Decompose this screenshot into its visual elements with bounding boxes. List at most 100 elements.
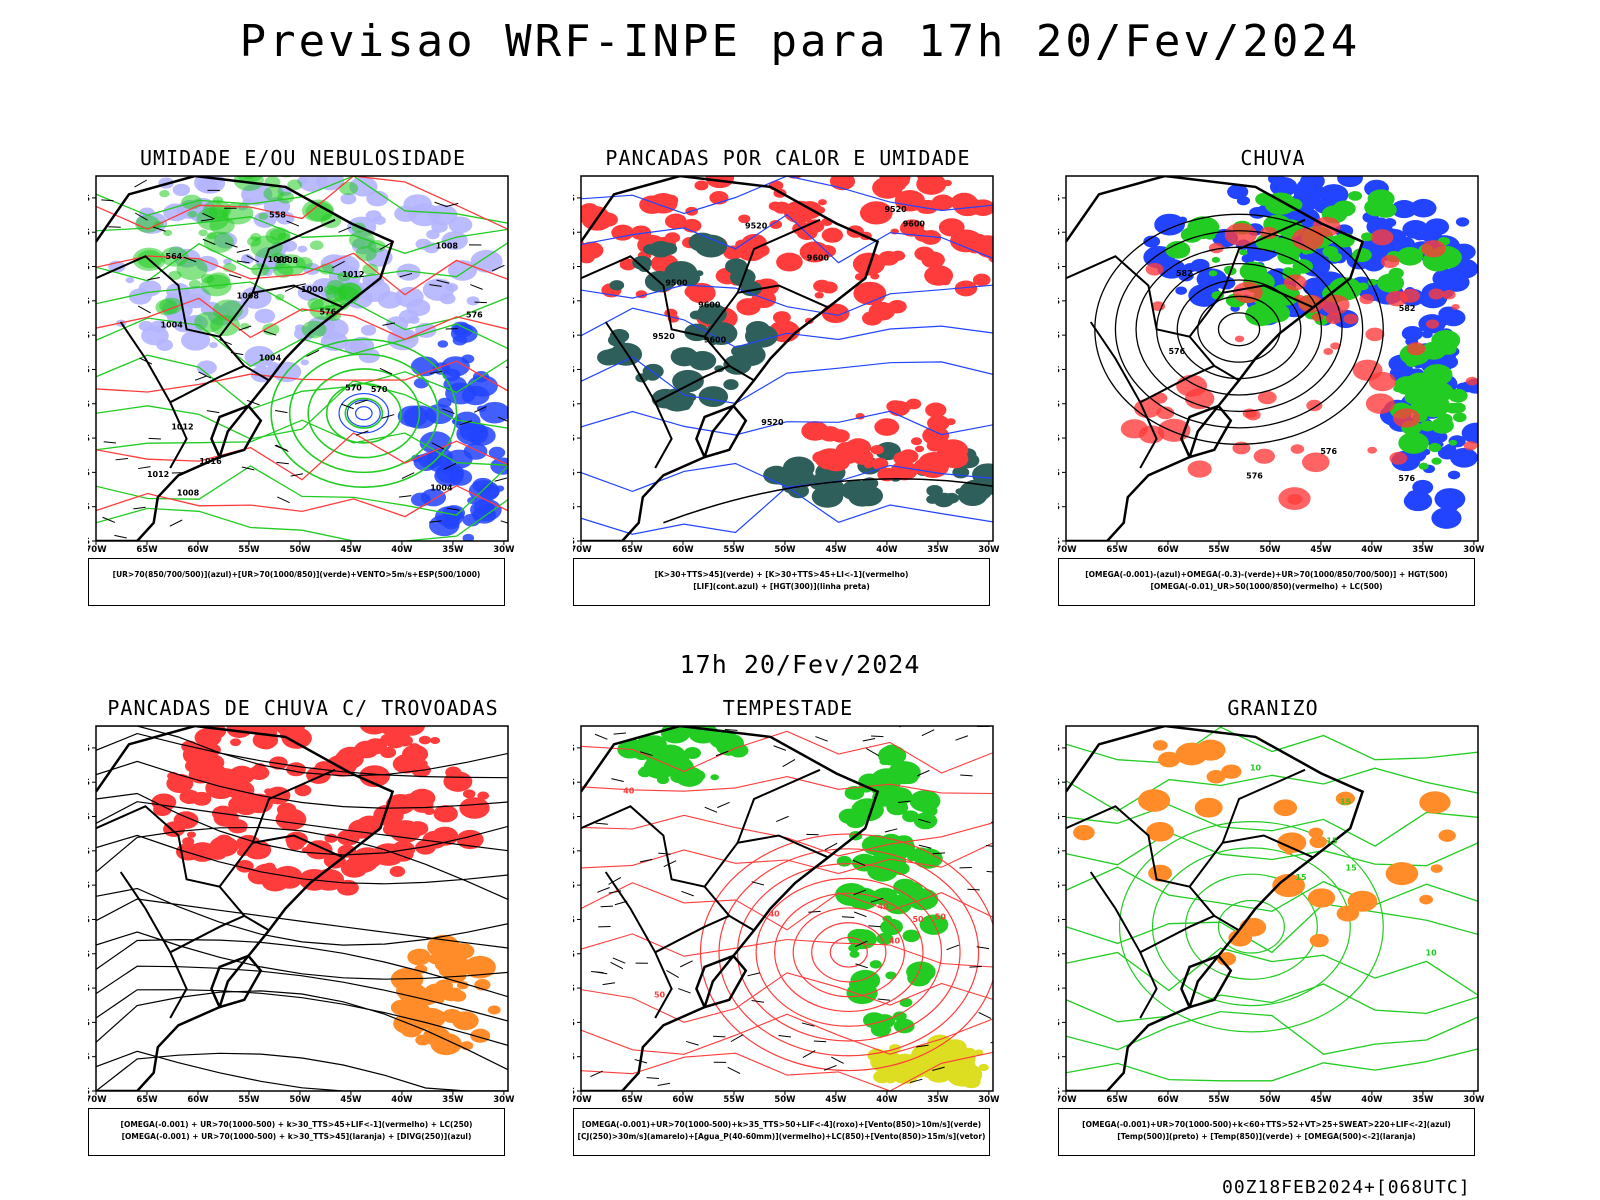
legend-line: [CJ(250)>30m/s](amarelo)+[Agua_P(40-60mm… — [577, 1132, 986, 1141]
wind-vector — [657, 1082, 671, 1087]
wind-850-area — [637, 767, 652, 778]
heat-showers-area — [927, 176, 944, 187]
humidity-area — [340, 193, 357, 205]
thickness-contour — [96, 297, 508, 341]
omega-area — [1401, 325, 1424, 341]
omega-strong-area — [1211, 256, 1221, 263]
humidity-area — [254, 308, 276, 324]
lon-tick-label: 70W — [573, 1095, 592, 1105]
map-chuva: 576 576 582 576 576 582 12S 15S 18S 21S 24S 27S 30S 3… — [1058, 175, 1485, 555]
wind-850-area — [728, 743, 749, 758]
wind-vector — [715, 750, 729, 757]
legend-line: [OMEGA(-0.001) + UR>70(1000-500) + k>30_… — [121, 1132, 472, 1141]
humidity-low-levels — [188, 279, 201, 289]
thickness-contour — [96, 252, 508, 296]
thunderstorm-area — [247, 793, 260, 802]
thunderstorm-area — [286, 762, 306, 777]
humidity-area — [181, 330, 211, 351]
wind-vector — [608, 877, 622, 885]
streamline — [96, 990, 508, 1071]
lat-tick-label: 15S — [88, 778, 90, 788]
rain-area — [1392, 408, 1421, 428]
panel-title: UMIDADE E/OU NEBULOSIDADE — [139, 146, 467, 170]
legend-line: [OMEGA(-0.001)+UR>70(1000-500)+k<60+TTS>… — [1082, 1120, 1451, 1129]
humidity-area-high — [488, 446, 506, 459]
wind-vector — [678, 988, 691, 994]
wind-vector — [801, 1022, 815, 1027]
wind-vector — [443, 463, 457, 470]
lat-tick-label: 36S — [88, 468, 90, 478]
panel-title: GRANIZO — [1227, 696, 1319, 720]
contour-label: 582 — [1399, 304, 1416, 313]
instability-area — [926, 494, 939, 504]
orange-area — [409, 1002, 425, 1013]
lifted-index-contour — [581, 356, 993, 405]
heat-showers-area — [686, 282, 716, 304]
lon-tick-label: 60W — [672, 1095, 694, 1105]
wind-vector — [381, 414, 395, 419]
temp-850-contour — [1066, 1010, 1478, 1055]
wind-850-area — [874, 1014, 896, 1029]
omega-strong-area — [1431, 457, 1442, 465]
wind-vector — [884, 828, 898, 833]
wind-vector — [286, 220, 300, 227]
wind-vector — [246, 255, 260, 263]
wind-vector — [225, 242, 238, 248]
lat-tick-label: 24S — [88, 331, 90, 341]
wind-vector — [134, 212, 148, 221]
wind-vector — [932, 852, 946, 855]
coastline — [581, 726, 880, 1091]
humidity-area-high — [420, 488, 447, 507]
heat-showers-area — [859, 201, 893, 225]
lon-tick-label: 35W — [927, 1095, 949, 1105]
contour-label: 9600 — [698, 300, 721, 309]
thunderstorm-area — [211, 768, 240, 788]
lat-tick-label: 21S — [88, 297, 90, 307]
humidity-low-levels — [240, 323, 250, 330]
thunderstorm-area — [380, 733, 398, 746]
instability-area — [672, 369, 704, 393]
green-contour — [344, 397, 384, 429]
contour-label: 9500 — [665, 279, 688, 288]
wind-vector — [275, 444, 289, 453]
humidity-area — [185, 293, 207, 309]
legend-line: [OMEGA(-0.001) + UR>70(1000-500) + k>30_… — [120, 1120, 473, 1129]
lon-tick-label: 35W — [442, 545, 464, 555]
lat-tick-label: 36S — [1058, 1018, 1060, 1028]
contour-label: 576 — [1320, 447, 1337, 456]
temp-850-contour — [1066, 903, 1478, 954]
wind-vector — [751, 881, 765, 886]
panel-umidade: UMIDADE E/OU NEBULOSIDADE 1004 1004 1008 10… — [88, 146, 518, 636]
omega-strong-area — [1332, 200, 1356, 217]
wind-vector — [992, 754, 993, 757]
streamline — [96, 732, 508, 779]
wind-vector — [194, 375, 208, 381]
humidity-area — [275, 211, 295, 225]
wind-vector — [646, 1077, 659, 1079]
humidity-low-levels — [245, 170, 257, 171]
humidity-area-high — [462, 533, 475, 541]
humidity-area — [240, 286, 272, 309]
orange-area — [456, 981, 469, 990]
omega-strong-area — [1331, 235, 1343, 244]
wind-vector — [338, 226, 352, 233]
rain-area — [1176, 374, 1208, 397]
omega-strong-area — [1438, 340, 1457, 354]
wind-vector — [663, 860, 677, 868]
heat-showers-area — [881, 176, 911, 190]
rain-area — [1380, 254, 1400, 268]
lat-tick-label: 24S — [573, 881, 575, 891]
heat-showers-area — [914, 445, 925, 453]
wind-vector — [778, 1034, 792, 1038]
wind-vector — [921, 729, 935, 737]
humidity-area-high — [452, 335, 468, 346]
humidity-area-high — [437, 340, 449, 348]
omega-strong-area — [1393, 385, 1403, 393]
country-border — [169, 914, 245, 954]
contour-label: 564 — [166, 252, 183, 261]
jet-area — [978, 1063, 989, 1072]
omega-strong-area — [1418, 462, 1429, 470]
wind-vector — [429, 370, 443, 375]
lifted-index-contour — [581, 284, 993, 316]
wind-850-area — [876, 932, 894, 945]
